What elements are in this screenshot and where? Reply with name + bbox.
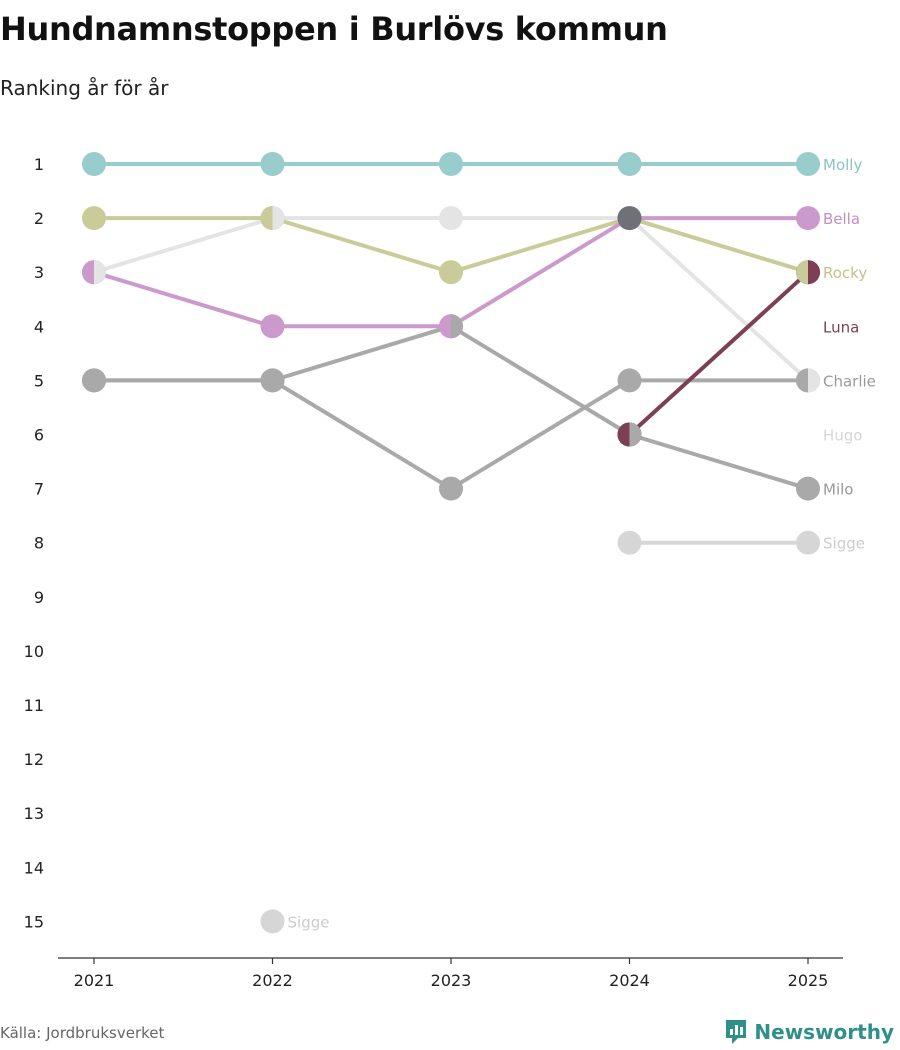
series-point-bella [260, 314, 285, 339]
newsworthy-logo-icon [726, 1020, 747, 1044]
series-label-bella: Bella [823, 210, 860, 228]
rank-tick-label: 4 [34, 317, 44, 336]
series-point-hugo [439, 206, 463, 231]
rank-tick-label: 14 [24, 858, 44, 877]
point-label-sigge: Sigge [288, 913, 330, 931]
overlap-point-right [272, 206, 285, 231]
series-point-molly [617, 152, 642, 176]
overlap-point-left [796, 368, 808, 393]
chart-subtitle: Ranking år för år [0, 76, 169, 100]
rank-tick-label: 13 [24, 804, 44, 823]
overlap-point-left [796, 260, 808, 285]
series-point-bella [796, 206, 820, 231]
series-point-rocky [82, 206, 106, 231]
overlap-point-right [629, 422, 642, 447]
rank-tick-label: 1 [34, 155, 44, 174]
overlap-point-left [260, 206, 273, 231]
series-point-sigge [260, 909, 285, 934]
series-point-milo [439, 476, 463, 501]
overlap-point-right [451, 314, 464, 339]
series-line-milo [92, 378, 810, 491]
series-label-rocky: Rocky [823, 264, 867, 282]
rank-tick-label: 8 [34, 534, 44, 553]
rank-tick-label: 6 [34, 426, 44, 445]
series-label-molly: Molly [823, 156, 862, 174]
series-point-milo [260, 368, 285, 393]
rank-tick-label: 2 [34, 209, 44, 228]
series-point-molly [796, 152, 820, 176]
rank-tick-label: 9 [34, 588, 44, 607]
overlap-point-left [82, 260, 94, 285]
series-point-milo [82, 368, 106, 393]
overlap-point-right [94, 260, 107, 285]
rank-tick-label: 7 [34, 480, 44, 499]
chart-title: Hundnamnstoppen i Burlövs kommun [0, 10, 668, 48]
highlight-point [617, 206, 642, 231]
rank-tick-label: 3 [34, 263, 44, 282]
series-label-luna: Luna [823, 318, 859, 336]
series-line-luna [627, 270, 810, 437]
source-note: Källa: Jordbruksverket [0, 1024, 165, 1042]
rank-tick-label: 15 [24, 912, 44, 931]
series-label-sigge: Sigge [823, 535, 865, 553]
overlap-point-left [617, 422, 630, 447]
series-line-hugo [92, 216, 810, 383]
year-tick-label: 2025 [788, 971, 829, 990]
rank-tick-label: 12 [24, 750, 44, 769]
overlap-point-right [808, 368, 820, 393]
series-point-sigge [796, 530, 820, 555]
series-line-charlie [92, 324, 810, 491]
series-point-molly [439, 152, 463, 176]
series-label-hugo: Hugo [823, 427, 863, 445]
series-point-rocky [439, 260, 463, 285]
overlap-point-left [439, 314, 451, 339]
series-label-charlie: Charlie [823, 372, 876, 390]
series-point-molly [82, 152, 106, 176]
year-tick-label: 2024 [609, 971, 650, 990]
brand-logo: Newsworthy [724, 1018, 894, 1046]
year-tick-label: 2021 [74, 971, 115, 990]
year-tick-label: 2023 [431, 971, 472, 990]
rank-tick-label: 10 [24, 642, 44, 661]
series-point-sigge [617, 530, 642, 555]
rank-tick-label: 5 [34, 371, 44, 390]
series-point-charlie [796, 476, 820, 501]
rank-tick-label: 11 [24, 696, 44, 715]
series-label-milo: Milo [823, 481, 853, 499]
overlap-point-right [808, 260, 820, 285]
series-point-milo [617, 368, 642, 393]
brand-name: Newsworthy [754, 1020, 894, 1044]
year-tick-label: 2022 [252, 971, 293, 990]
series-point-molly [260, 152, 285, 176]
